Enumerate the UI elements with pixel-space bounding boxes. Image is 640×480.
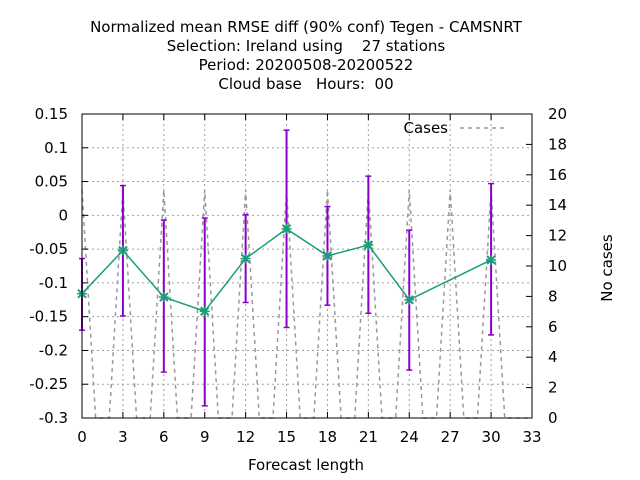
y2-axis-label: No cases (598, 234, 616, 302)
data-point (322, 250, 333, 261)
y-tick-label: 0 (58, 206, 68, 224)
y2-tick-label: 4 (548, 348, 558, 366)
x-tick-label: 18 (318, 428, 337, 446)
plot-frame (81, 113, 533, 419)
data-point (117, 245, 128, 256)
y-tick-label: 0.1 (44, 139, 68, 157)
data-point (404, 294, 415, 305)
y-tick-label: -0.3 (39, 409, 68, 427)
legend: Cases (403, 119, 506, 137)
data-point (240, 253, 251, 264)
y2-tick-label: 8 (548, 287, 558, 305)
data-point (486, 254, 497, 265)
y-tick-label: -0.25 (29, 375, 68, 393)
y-tick-label: 0.15 (35, 105, 68, 123)
y-tick-label: 0.05 (35, 173, 68, 191)
y2-tick-label: 10 (548, 257, 567, 275)
y-tick-label: -0.1 (39, 274, 68, 292)
x-tick-label: 6 (159, 428, 169, 446)
x-tick-label: 12 (236, 428, 255, 446)
y2-tick-label: 6 (548, 318, 558, 336)
title-line-4: Cloud base Hours: 00 (218, 75, 393, 93)
y2-tick-label: 2 (548, 379, 558, 397)
y-tick-label: -0.15 (29, 308, 68, 326)
chart-title: Normalized mean RMSE diff (90% conf) Teg… (90, 18, 523, 93)
y2-tick-label: 16 (548, 166, 567, 184)
x-tick-label: 15 (277, 428, 296, 446)
title-line-2: Selection: Ireland using 27 stations (167, 37, 446, 55)
y2-tick-label: 0 (548, 409, 558, 427)
x-tick-label: 27 (441, 428, 460, 446)
title-line-3: Period: 20200508-20200522 (199, 56, 414, 74)
y-tick-label: -0.2 (39, 341, 68, 359)
x-tick-label: 0 (77, 428, 87, 446)
y2-tick-label: 20 (548, 105, 567, 123)
rmse-series (77, 129, 497, 407)
y2-tick-label: 14 (548, 196, 567, 214)
x-tick-label: 30 (482, 428, 501, 446)
y-tick-label: -0.05 (29, 240, 68, 258)
x-tick-label: 24 (400, 428, 419, 446)
x-tick-label: 21 (359, 428, 378, 446)
x-tick-label: 3 (118, 428, 128, 446)
x-tick-label: 9 (200, 428, 210, 446)
data-point (199, 306, 210, 317)
x-axis-label: Forecast length (248, 456, 364, 474)
y2-tick-label: 12 (548, 227, 567, 245)
data-point (281, 223, 292, 234)
y2-tick-label: 18 (548, 135, 567, 153)
rmse-line (81, 227, 492, 313)
data-point (363, 240, 374, 251)
data-point (158, 292, 169, 303)
grid (82, 114, 532, 418)
axis-ticks: 0 3 6 9 12 15 18 21 24 27 30 33-0.3-0.25-0.2-0.15-0… (29, 105, 567, 446)
title-line-1: Normalized mean RMSE diff (90% conf) Teg… (90, 18, 523, 36)
legend-label-cases: Cases (403, 119, 448, 137)
x-tick-label: 33 (522, 428, 541, 446)
